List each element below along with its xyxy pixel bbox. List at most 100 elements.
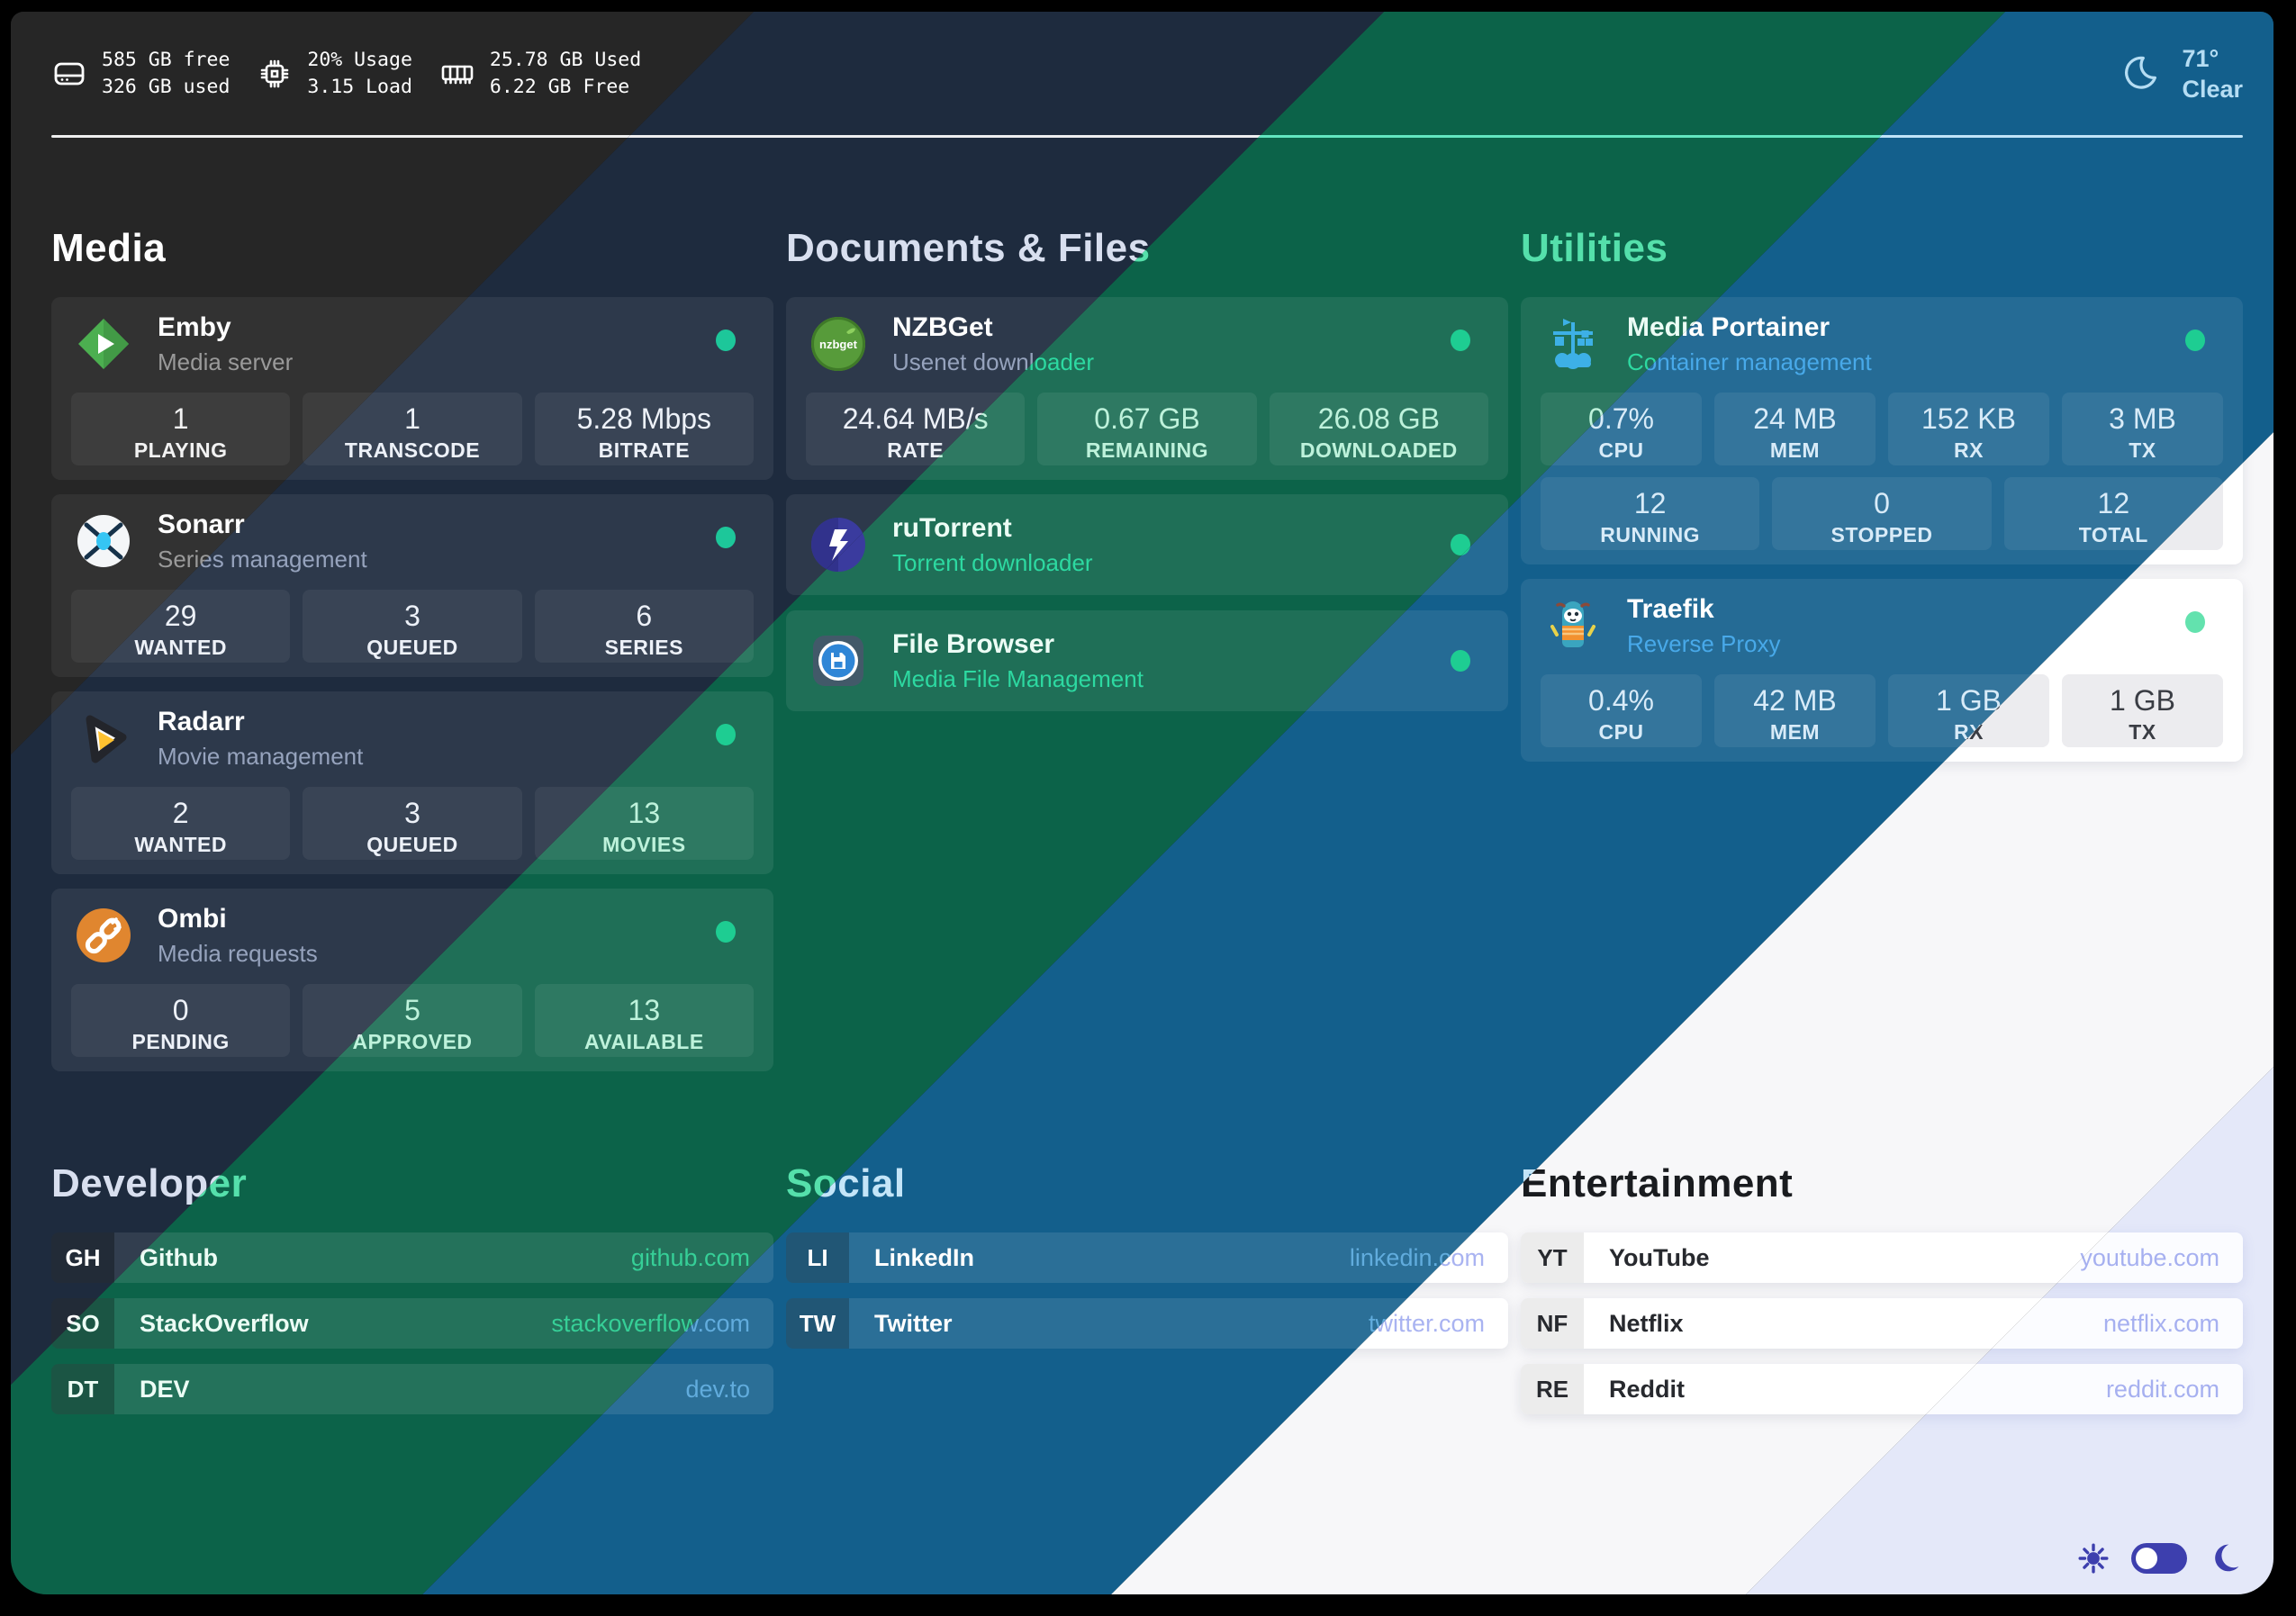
service-name: Sonarr bbox=[158, 510, 245, 539]
link-name: Github bbox=[140, 1243, 218, 1271]
status-dot bbox=[2185, 611, 2205, 633]
service-subtitle: Media server bbox=[158, 348, 294, 375]
sonarr-icon bbox=[77, 515, 130, 567]
nzbget-icon: nzbget bbox=[811, 317, 865, 371]
link-url: netflix.com bbox=[2102, 1309, 2219, 1337]
service-name: Ombi bbox=[158, 904, 227, 934]
service-subtitle: Container management bbox=[1627, 348, 1872, 375]
section-title: Documents & Files bbox=[786, 226, 1151, 270]
service-name: File Browser bbox=[892, 629, 1055, 659]
service-card-filebrowser[interactable]: File Browser Media File Management bbox=[786, 610, 1508, 711]
theme-toggle[interactable] bbox=[2131, 1543, 2187, 1574]
disk-icon bbox=[54, 62, 85, 85]
link-url: reddit.com bbox=[2105, 1375, 2219, 1403]
status-dot bbox=[716, 330, 736, 351]
link-row-linkedin[interactable]: LI LinkedIn linkedin.com bbox=[786, 1232, 1508, 1283]
link-row-github[interactable]: GH Github github.com bbox=[51, 1232, 773, 1283]
link-name: StackOverflow bbox=[140, 1309, 309, 1337]
link-prefix: YT bbox=[1521, 1232, 1584, 1283]
svg-text:nzbget: nzbget bbox=[819, 338, 858, 351]
weather-temperature: 71° bbox=[2182, 44, 2219, 72]
link-prefix: NF bbox=[1521, 1298, 1584, 1349]
service-name: Emby bbox=[158, 312, 231, 342]
link-name: Twitter bbox=[874, 1309, 953, 1337]
link-prefix: TW bbox=[786, 1298, 849, 1349]
link-name: YouTube bbox=[1609, 1243, 1710, 1271]
section-title: Social bbox=[786, 1161, 906, 1205]
link-name: LinkedIn bbox=[874, 1243, 975, 1271]
service-subtitle: Movie management bbox=[158, 743, 364, 770]
cpu-icon bbox=[261, 59, 289, 87]
weather-condition: Clear bbox=[2182, 75, 2243, 103]
weather-text: 71° Clear bbox=[2182, 43, 2243, 104]
filebrowser-icon bbox=[813, 636, 863, 686]
theme-toggle-knob bbox=[2136, 1548, 2157, 1569]
status-dot bbox=[1451, 534, 1470, 555]
weather-widget: 71° Clear bbox=[2119, 43, 2243, 104]
stat-cpu: 0.4%CPU bbox=[1541, 674, 1702, 747]
service-subtitle: Torrent downloader bbox=[892, 549, 1093, 576]
status-dot bbox=[2185, 330, 2205, 351]
ombi-icon bbox=[77, 908, 131, 962]
section-title: Media bbox=[51, 226, 167, 270]
dark-moon-icon[interactable] bbox=[2209, 1542, 2241, 1575]
link-url: dev.to bbox=[685, 1375, 750, 1403]
link-prefix: DT bbox=[51, 1364, 114, 1414]
link-prefix: LI bbox=[786, 1232, 849, 1283]
service-name: Radarr bbox=[158, 707, 245, 736]
service-card-rutorrent[interactable]: ruTorrent Torrent downloader bbox=[786, 494, 1508, 595]
link-row-stackoverflow[interactable]: SO StackOverflow stackoverflow.com bbox=[51, 1298, 773, 1349]
service-name: NZBGet bbox=[892, 312, 993, 342]
service-name: ruTorrent bbox=[892, 513, 1012, 543]
link-name: Netflix bbox=[1609, 1309, 1684, 1337]
status-dot bbox=[1451, 650, 1470, 672]
service-subtitle: Reverse Proxy bbox=[1627, 630, 1781, 657]
header-divider bbox=[51, 135, 754, 138]
status-dot bbox=[716, 724, 736, 745]
sun-icon[interactable] bbox=[2077, 1542, 2110, 1575]
link-prefix: GH bbox=[51, 1232, 114, 1283]
dashboard-page: 585 GB free 326 GB used 20% Usage 3.15 Loa… bbox=[11, 12, 2273, 1594]
status-dot bbox=[1451, 330, 1470, 351]
service-subtitle: Media requests bbox=[158, 940, 318, 967]
link-url: youtube.com bbox=[2080, 1243, 2219, 1271]
link-name: Reddit bbox=[1609, 1375, 1685, 1403]
link-name: DEV bbox=[140, 1375, 190, 1403]
radarr-icon bbox=[86, 715, 127, 763]
traefik-icon bbox=[1550, 601, 1595, 647]
moon-icon bbox=[2125, 56, 2157, 89]
status-dot bbox=[716, 527, 736, 548]
header-divider bbox=[51, 135, 1384, 138]
section-title: Entertainment bbox=[1521, 1161, 1794, 1205]
portainer-icon bbox=[1553, 319, 1593, 369]
emby-icon bbox=[78, 319, 129, 369]
service-subtitle: Media File Management bbox=[892, 665, 1143, 692]
